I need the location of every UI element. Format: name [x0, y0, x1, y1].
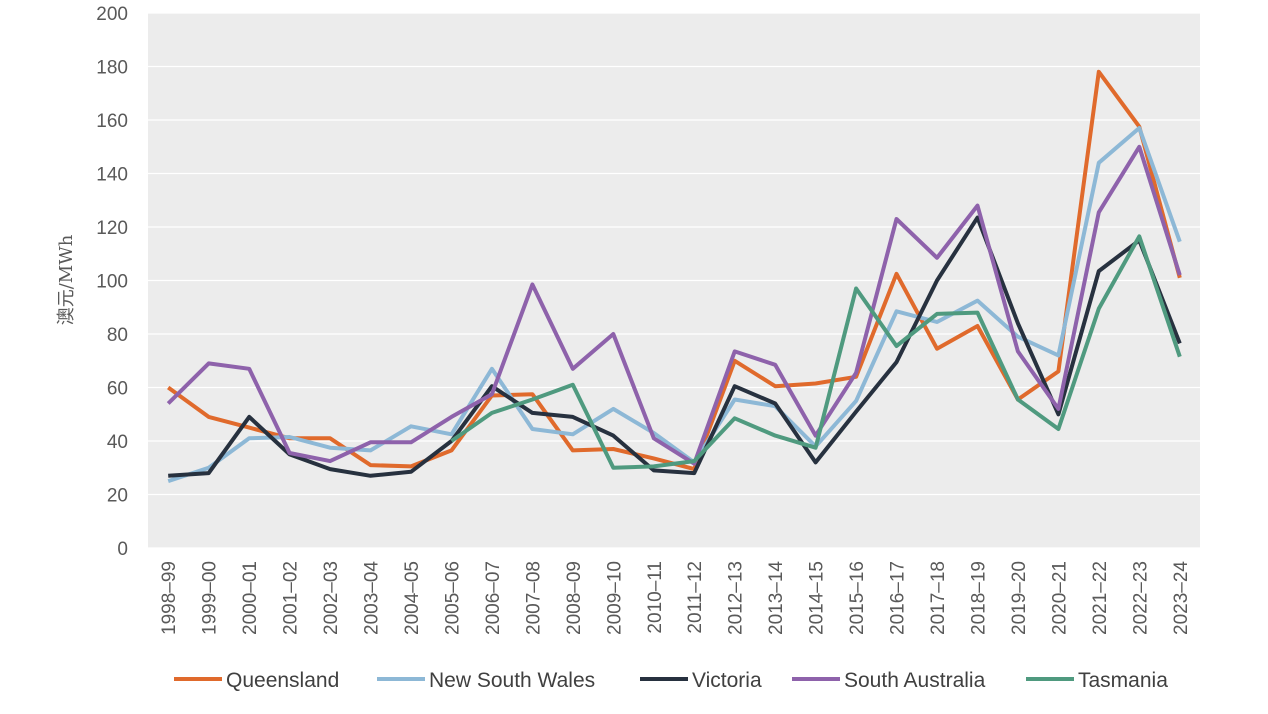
x-tick-label: 2003–04 — [362, 561, 383, 635]
y-axis-label: 澳元/MWh — [56, 234, 77, 325]
y-tick-label: 140 — [96, 165, 128, 186]
x-tick-label: 2006–07 — [483, 561, 504, 635]
y-tick-label: 40 — [107, 432, 128, 453]
x-tick-label: 2009–10 — [604, 561, 625, 635]
x-tick-label: 2019–20 — [1009, 561, 1030, 635]
x-axis-ticks: 1998–99 1999–00 2000–01 2001–02 2002–03 2003–… — [159, 561, 1192, 635]
series-line-tasmania — [450, 234, 1182, 470]
x-tick-label: 2004–05 — [402, 561, 423, 635]
x-tick-label: 2014–15 — [807, 561, 828, 635]
x-tick-label: 1998–99 — [159, 561, 180, 635]
x-tick-label: 2008–09 — [564, 561, 585, 635]
x-tick-label: 2021–22 — [1090, 561, 1111, 635]
x-tick-label: 2013–14 — [766, 561, 787, 635]
legend-label-victoria: Victoria — [692, 669, 762, 692]
y-axis-ticks: 0 20 40 60 80 100 120 140 160 180 200 — [96, 4, 128, 560]
legend-label-south-australia: South Australia — [844, 669, 986, 692]
x-tick-label: 2005–06 — [442, 561, 463, 635]
x-tick-label: 1999–00 — [200, 561, 221, 635]
legend-label-new-south-wales: New South Wales — [429, 669, 595, 692]
x-tick-label: 2007–08 — [523, 561, 544, 635]
y-tick-label: 180 — [96, 58, 128, 79]
x-tick-label: 2023–24 — [1171, 561, 1192, 635]
x-tick-label: 2001–02 — [281, 561, 302, 635]
y-tick-label: 160 — [96, 111, 128, 132]
x-tick-label: 2016–17 — [888, 561, 909, 635]
x-tick-label: 2012–13 — [726, 561, 747, 635]
x-tick-label: 2015–16 — [847, 561, 868, 635]
x-tick-label: 2002–03 — [321, 561, 342, 635]
series-line-south-australia — [166, 144, 1182, 466]
y-tick-label: 100 — [96, 272, 128, 293]
y-tick-label: 80 — [107, 325, 128, 346]
legend-label-queensland: Queensland — [226, 669, 339, 692]
legend-label-tasmania: Tasmania — [1078, 669, 1168, 692]
series-line-victoria — [168, 215, 1182, 478]
x-tick-label: 2022–23 — [1130, 561, 1151, 635]
y-tick-label: 20 — [107, 486, 128, 507]
x-tick-label: 2011–12 — [685, 561, 706, 634]
x-tick-label: 2018–19 — [968, 561, 989, 635]
y-tick-label: 60 — [107, 379, 128, 400]
legend: Queensland New South Wales Victoria South A… — [174, 669, 1168, 692]
series-lines — [166, 69, 1182, 484]
x-tick-label: 2000–01 — [240, 561, 261, 635]
y-tick-label: 120 — [96, 218, 128, 239]
y-tick-label: 200 — [96, 4, 128, 25]
gridlines — [148, 12, 1200, 549]
x-tick-label: 2017–18 — [928, 561, 949, 635]
y-tick-label: 0 — [117, 539, 128, 560]
x-tick-label: 2020–21 — [1049, 561, 1070, 635]
x-tick-label: 2010–11 — [645, 561, 666, 634]
